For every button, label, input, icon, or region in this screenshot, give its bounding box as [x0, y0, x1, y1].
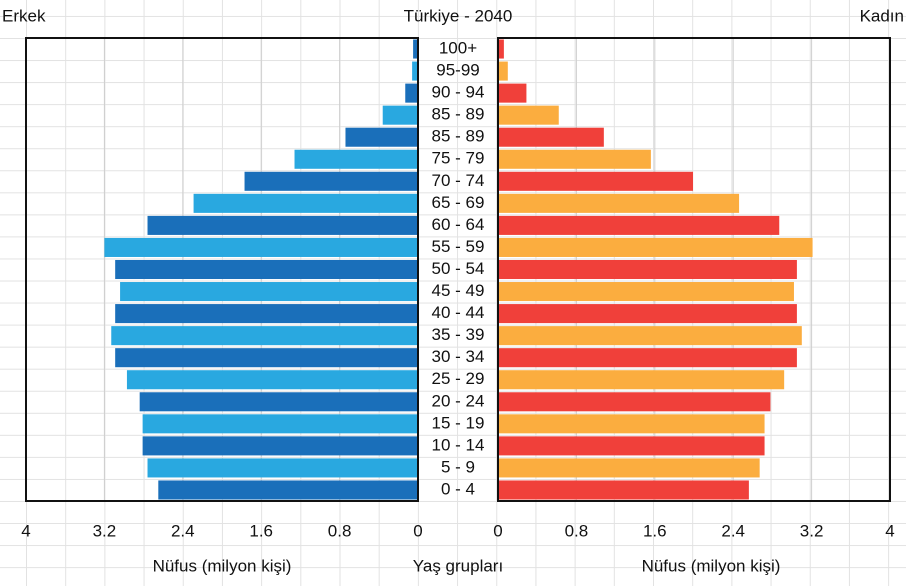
x-tick-label: 2.4	[721, 521, 745, 540]
x-tick-label: 4	[885, 521, 894, 540]
bar	[126, 370, 418, 390]
bar	[115, 259, 419, 280]
x-tick-label: 0.8	[328, 521, 352, 540]
bar	[115, 304, 419, 324]
bar	[158, 480, 419, 500]
bar	[111, 326, 418, 346]
bar	[120, 282, 418, 302]
bar	[498, 39, 504, 59]
legend-left: Erkek	[2, 6, 46, 25]
bar	[498, 458, 760, 478]
x-tick-label: 0	[413, 521, 422, 540]
panel-frame	[497, 37, 891, 502]
bar	[498, 83, 527, 103]
category-label: 70 - 74	[432, 171, 485, 190]
category-label: 90 - 94	[432, 83, 485, 102]
x-tick-label: 3.2	[800, 521, 824, 540]
bar	[498, 348, 797, 368]
bar	[498, 326, 802, 346]
category-label: 25 - 29	[432, 369, 485, 388]
category-label: 50 - 54	[432, 259, 485, 278]
category-label: 75 - 79	[432, 149, 485, 168]
bar	[498, 282, 794, 302]
bar	[498, 304, 797, 324]
category-axis-label: Yaş grupları	[413, 556, 503, 575]
category-label: 0 - 4	[441, 479, 475, 498]
bar	[382, 105, 418, 125]
bar	[193, 193, 418, 213]
bar	[498, 149, 651, 169]
panel-frame	[25, 37, 419, 502]
category-label: 85 - 89	[432, 127, 485, 146]
bar	[498, 61, 508, 81]
chart-title: Türkiye - 2040	[404, 6, 513, 25]
x-tick-label: 1.6	[643, 521, 667, 540]
category-label: 30 - 34	[432, 347, 485, 366]
category-label: 20 - 24	[432, 391, 485, 410]
bar	[498, 193, 740, 213]
bar	[498, 105, 559, 125]
bar	[142, 414, 418, 434]
bar	[244, 171, 418, 191]
x-tick-label: 3.2	[93, 521, 117, 540]
category-label: 10 - 14	[432, 435, 485, 454]
bar	[498, 259, 797, 280]
category-label: 40 - 44	[432, 303, 485, 322]
legend-right: Kadın	[860, 6, 904, 25]
bar	[498, 237, 813, 257]
bar	[104, 237, 419, 257]
bar	[498, 480, 749, 500]
category-label: 55 - 59	[432, 237, 485, 256]
x-axis-label: Nüfus (milyon kişi)	[153, 556, 292, 575]
bar	[498, 370, 785, 390]
x-axis-label: Nüfus (milyon kişi)	[642, 556, 781, 575]
bar	[139, 392, 418, 412]
category-label: 35 - 39	[432, 325, 485, 344]
bar	[147, 215, 418, 235]
bar	[115, 348, 419, 368]
bar	[498, 414, 765, 434]
bar	[498, 392, 771, 412]
bar	[405, 83, 418, 103]
x-tick-label: 1.6	[249, 521, 273, 540]
bar	[498, 127, 604, 147]
category-label: 65 - 69	[432, 193, 485, 212]
bar	[412, 61, 418, 81]
category-label: 15 - 19	[432, 413, 485, 432]
bar	[498, 215, 780, 235]
bar	[147, 458, 418, 478]
x-tick-label: 2.4	[171, 521, 195, 540]
category-label: 95-99	[436, 61, 479, 80]
bar	[413, 39, 418, 59]
category-label: 100+	[439, 39, 477, 58]
category-label: 85 - 89	[432, 105, 485, 124]
bar	[498, 436, 765, 456]
bar	[498, 171, 694, 191]
category-label: 45 - 49	[432, 281, 485, 300]
x-tick-label: 4	[21, 521, 30, 540]
x-tick-label: 0.8	[565, 521, 589, 540]
bar	[142, 436, 418, 456]
bar	[294, 149, 418, 169]
category-label: 5 - 9	[441, 457, 475, 476]
x-tick-label: 0	[493, 521, 502, 540]
category-label: 60 - 64	[432, 215, 485, 234]
bar	[345, 127, 418, 147]
